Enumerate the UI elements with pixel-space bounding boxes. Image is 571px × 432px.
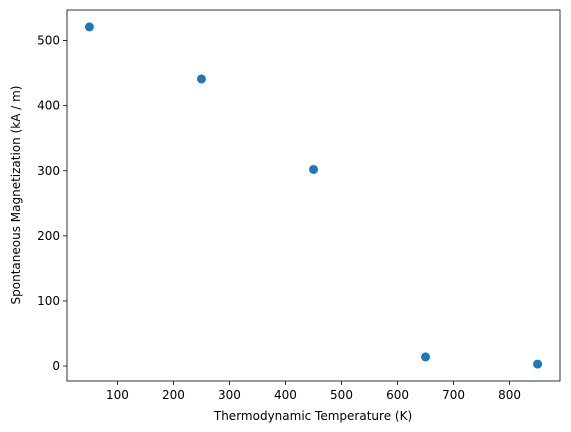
x-tick-label: 200 [162, 388, 185, 402]
y-tick-label: 300 [37, 164, 60, 178]
y-tick-label: 400 [37, 99, 60, 113]
axes-frame [66, 9, 561, 382]
y-tick-label: 200 [37, 229, 60, 243]
y-tick-label: 100 [37, 294, 60, 308]
x-tick-label: 700 [442, 388, 465, 402]
point [196, 74, 206, 84]
y-tick-label: 0 [52, 359, 60, 373]
x-tick-label: 400 [274, 388, 297, 402]
point [84, 22, 94, 32]
x-tick-label: 300 [218, 388, 241, 402]
point [421, 352, 431, 362]
x-tick-label: 800 [498, 388, 521, 402]
y-axis-label: Spontaneous Magnetization (kA / m) [9, 86, 23, 305]
x-tick-label: 600 [386, 388, 409, 402]
y-tick-label: 500 [37, 34, 60, 48]
point [309, 164, 318, 174]
x-axis-label: Thermodynamic Temperature (K) [213, 409, 412, 423]
point [533, 359, 543, 369]
x-tick-label: 500 [330, 388, 353, 402]
x-tick-label: 100 [106, 388, 129, 402]
